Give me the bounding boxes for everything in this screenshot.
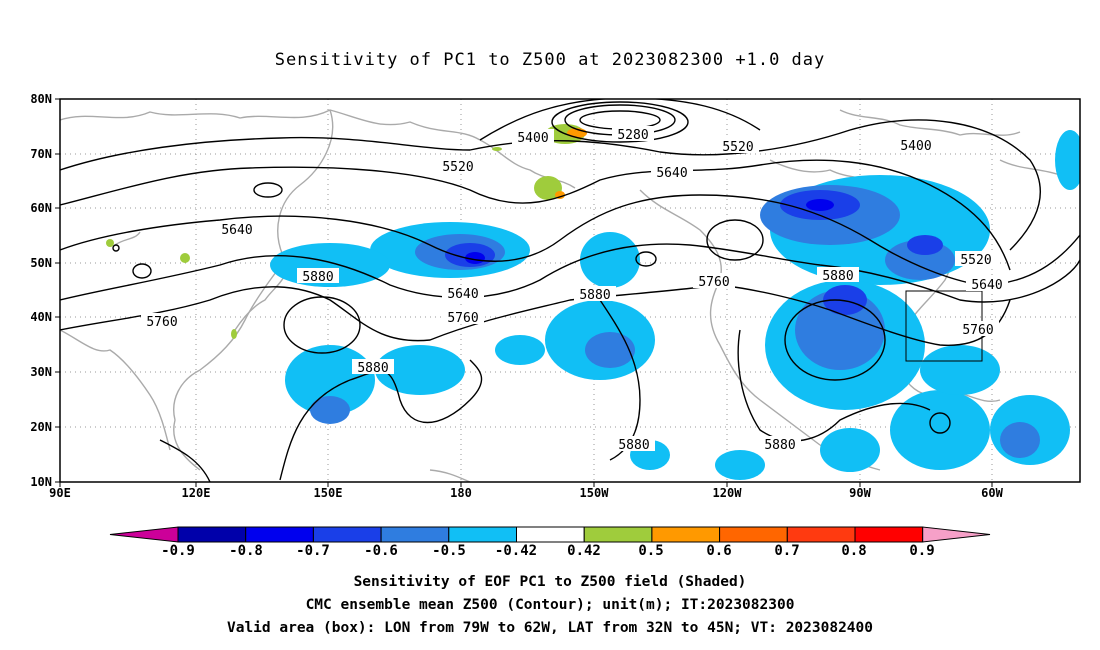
colorbar-label: 0.5 [638, 543, 664, 559]
contour-label: 5760 [957, 321, 999, 338]
lat-label: 10N [30, 475, 52, 489]
map-frame [59, 98, 1081, 483]
lat-label: 40N [30, 310, 52, 324]
svg-text:5640: 5640 [221, 223, 252, 238]
colorbar-label: 0.7 [774, 543, 800, 559]
caption-shading: Sensitivity of EOF PC1 to Z500 field (Sh… [353, 574, 747, 590]
colorbar-label: 0.6 [706, 543, 732, 559]
lat-label: 30N [30, 365, 52, 379]
colorbar-swatch [516, 526, 585, 543]
contour-label: 5880 [613, 436, 655, 453]
colorbar-label: -0.9 [161, 543, 195, 559]
contour-label: 5640 [651, 164, 693, 181]
svg-text:5760: 5760 [698, 275, 729, 290]
lat-label: 80N [30, 92, 52, 106]
colorbar-label: -0.5 [432, 543, 466, 559]
colorbar-swatch [380, 526, 450, 543]
contour-label: 5400 [512, 129, 554, 146]
svg-text:5520: 5520 [960, 253, 991, 268]
lon-label: 120E [181, 486, 211, 500]
svg-text:5760: 5760 [146, 315, 177, 330]
svg-text:5520: 5520 [722, 140, 753, 155]
svg-text:5880: 5880 [618, 438, 649, 453]
colorbar-swatch [448, 526, 517, 543]
contour-label: 5760 [442, 309, 484, 326]
svg-text:5640: 5640 [447, 287, 478, 302]
svg-text:5280: 5280 [617, 128, 648, 143]
lon-label: 180 [450, 486, 472, 500]
svg-text:5880: 5880 [357, 361, 388, 376]
colorbar-swatch [245, 526, 314, 543]
svg-text:5640: 5640 [656, 166, 687, 181]
contour-label: 5760 [141, 313, 183, 330]
colorbar-swatch [786, 526, 856, 543]
lon-label: 150W [579, 486, 609, 500]
lon-label: 60W [981, 486, 1003, 500]
colorbar-swatch [651, 526, 721, 543]
contour-label: 5280 [612, 126, 654, 143]
lat-label: 20N [30, 420, 52, 434]
svg-text:5880: 5880 [302, 270, 333, 285]
colorbar-label: -0.8 [229, 543, 263, 559]
svg-text:5640: 5640 [971, 278, 1002, 293]
colorbar-label: -0.6 [364, 543, 398, 559]
svg-text:5880: 5880 [579, 288, 610, 303]
lat-label: 70N [30, 147, 52, 161]
contour-label: 5400 [895, 137, 937, 154]
contour-label: 5880 [574, 286, 616, 303]
lat-label: 50N [30, 256, 52, 270]
contour-label: 5520 [717, 138, 759, 155]
colorbar-label: -0.42 [494, 543, 538, 559]
contour-label: 5640 [966, 276, 1008, 293]
colorbar [109, 526, 991, 543]
colorbar-swatch [177, 526, 247, 543]
colorbar-swatch [583, 526, 653, 543]
lon-label: 90E [49, 486, 71, 500]
contour-label: 5880 [297, 268, 339, 285]
lat-label: 60N [30, 201, 52, 215]
lon-label: 150E [313, 486, 343, 500]
lon-label: 120W [712, 486, 742, 500]
contour-labels: 5400 5280 5520 5400 5520 5640 5640 5880 5760 5640… [141, 126, 1008, 453]
contour-label: 5880 [352, 359, 394, 376]
colorbar-label: -0.7 [296, 543, 330, 559]
map-title: Sensitivity of PC1 to Z500 at 2023082300… [274, 50, 826, 70]
negative-sensitivity-shading [270, 130, 1080, 480]
colorbar-swatch [312, 526, 382, 543]
svg-text:5880: 5880 [764, 438, 795, 453]
contour-label: 5640 [442, 285, 484, 302]
svg-text:5400: 5400 [900, 139, 931, 154]
contour-label: 5520 [955, 251, 997, 268]
svg-text:5520: 5520 [442, 160, 473, 175]
svg-text:5880: 5880 [822, 269, 853, 284]
positive-sensitivity-shading [106, 124, 587, 339]
contour-label: 5880 [759, 436, 801, 453]
contour-label: 5880 [817, 267, 859, 284]
colorbar-label: 0.9 [909, 543, 935, 559]
svg-text:5400: 5400 [517, 131, 548, 146]
svg-text:5760: 5760 [962, 323, 993, 338]
coastlines [60, 109, 1080, 482]
colorbar-swatch [719, 526, 788, 543]
caption-valid-area: Valid area (box): LON from 79W to 62W, L… [226, 620, 873, 636]
contour-label: 5640 [216, 221, 258, 238]
colorbar-label: 0.8 [841, 543, 867, 559]
contour-label: 5760 [693, 273, 735, 290]
colorbar-high-arrow [922, 526, 991, 543]
caption-contour: CMC ensemble mean Z500 (Contour); unit(m… [305, 597, 795, 613]
colorbar-swatch [854, 526, 924, 543]
colorbar-label: 0.42 [567, 543, 601, 559]
svg-text:5760: 5760 [447, 311, 478, 326]
lon-label: 90W [849, 486, 871, 500]
contour-label: 5520 [437, 158, 479, 175]
colorbar-low-arrow [109, 526, 179, 543]
